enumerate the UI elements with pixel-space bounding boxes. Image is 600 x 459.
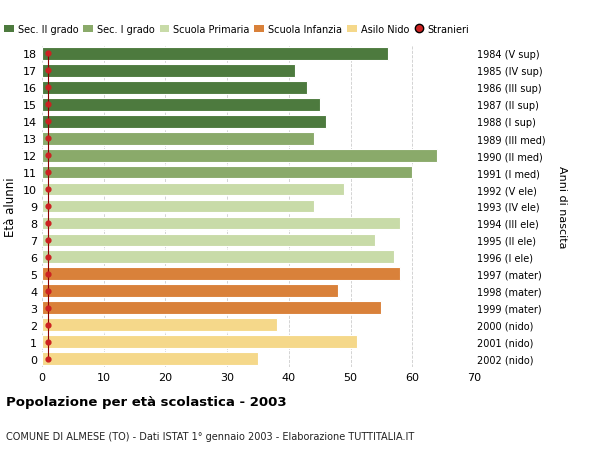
Text: Popolazione per età scolastica - 2003: Popolazione per età scolastica - 2003 (6, 396, 287, 409)
Bar (42, 285, 338, 297)
Point (43, 169, 53, 176)
Legend: Sec. II grado, Sec. I grado, Scuola Primaria, Scuola Infanzia, Asilo Nido, Stran: Sec. II grado, Sec. I grado, Scuola Prim… (4, 25, 469, 34)
Point (43, 101, 53, 109)
Point (43, 220, 53, 227)
Point (43, 67, 53, 75)
Bar (42, 133, 314, 145)
Text: COMUNE DI ALMESE (TO) - Dati ISTAT 1° gennaio 2003 - Elaborazione TUTTITALIA.IT: COMUNE DI ALMESE (TO) - Dati ISTAT 1° ge… (6, 431, 414, 441)
Point (43, 321, 53, 329)
Point (43, 355, 53, 363)
Point (43, 338, 53, 346)
Y-axis label: Anni di nascita: Anni di nascita (557, 165, 566, 248)
Point (43, 186, 53, 193)
Bar (42, 150, 437, 162)
Point (43, 254, 53, 261)
Bar (42, 99, 320, 112)
Bar (42, 353, 258, 365)
Bar (42, 65, 295, 78)
Bar (42, 302, 382, 314)
Bar (42, 217, 400, 230)
Point (43, 270, 53, 278)
Bar (42, 234, 375, 247)
Point (43, 118, 53, 126)
Point (43, 237, 53, 244)
Bar (42, 48, 388, 61)
Y-axis label: Età alunni: Età alunni (4, 177, 17, 236)
Point (43, 84, 53, 92)
Point (43, 50, 53, 58)
Point (43, 152, 53, 159)
Point (43, 203, 53, 210)
Bar (42, 166, 412, 179)
Bar (42, 200, 314, 213)
Bar (42, 319, 277, 331)
Point (43, 287, 53, 295)
Bar (42, 183, 344, 196)
Bar (42, 82, 307, 95)
Bar (42, 116, 326, 129)
Bar (42, 251, 394, 263)
Point (43, 135, 53, 143)
Point (43, 304, 53, 312)
Bar (42, 268, 400, 280)
Bar (42, 336, 357, 348)
